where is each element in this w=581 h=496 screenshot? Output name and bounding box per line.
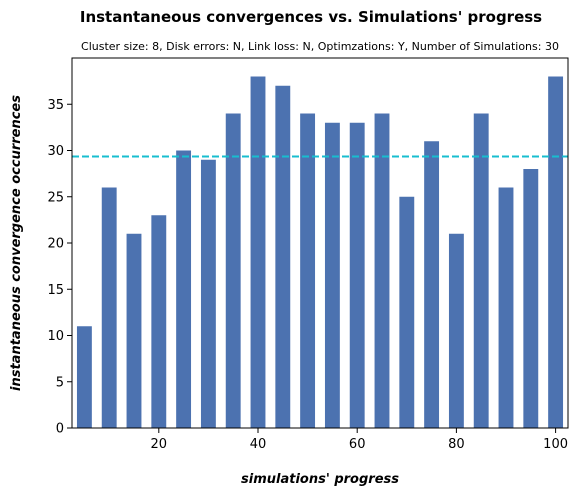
bar-95 [523,169,539,428]
x-tick-label-100: 100 [543,437,568,452]
y-tick-label-20: 20 [47,237,64,252]
chart-subtitle: Cluster size: 8, Disk errors: N, Link lo… [81,40,559,53]
y-tick-label-0: 0 [56,422,64,437]
bar-20 [151,215,167,428]
bar-85 [473,113,489,428]
x-tick-label-80: 80 [448,437,465,452]
y-tick-label-30: 30 [47,144,64,159]
bar-90 [498,187,514,428]
bar-60 [349,122,365,428]
bar-35 [225,113,241,428]
bar-25 [176,150,192,428]
bar-50 [300,113,316,428]
bar-80 [448,233,464,428]
x-axis-label: simulations' progress [241,472,399,487]
bar-65 [374,113,390,428]
x-tick-label-20: 20 [151,437,168,452]
bar-10 [101,187,117,428]
y-tick-label-10: 10 [47,329,64,344]
y-tick-label-35: 35 [47,98,64,113]
bar-55 [324,122,340,428]
bar-100 [548,76,564,428]
bar-70 [399,196,415,428]
y-axis-ticks: 0 5 10 15 20 25 30 35 [47,98,72,437]
x-tick-label-40: 40 [250,437,267,452]
bar-75 [424,141,440,428]
y-tick-label-25: 25 [47,190,64,205]
bar-5 [76,326,92,428]
bar-30 [200,159,216,428]
y-tick-label-5: 5 [56,375,64,390]
chart-title: Instantaneous convergences vs. Simulatio… [80,8,542,26]
bars-group [76,76,564,428]
bar-40 [250,76,266,428]
x-tick-label-60: 60 [349,437,366,452]
y-tick-label-15: 15 [47,283,64,298]
y-axis-label: instantaneous convergence occurrences [9,95,24,391]
bar-45 [275,85,291,428]
plot-frame [71,57,569,429]
bar-15 [126,233,142,428]
x-axis-ticks: 20 40 60 80 100 [151,428,568,452]
